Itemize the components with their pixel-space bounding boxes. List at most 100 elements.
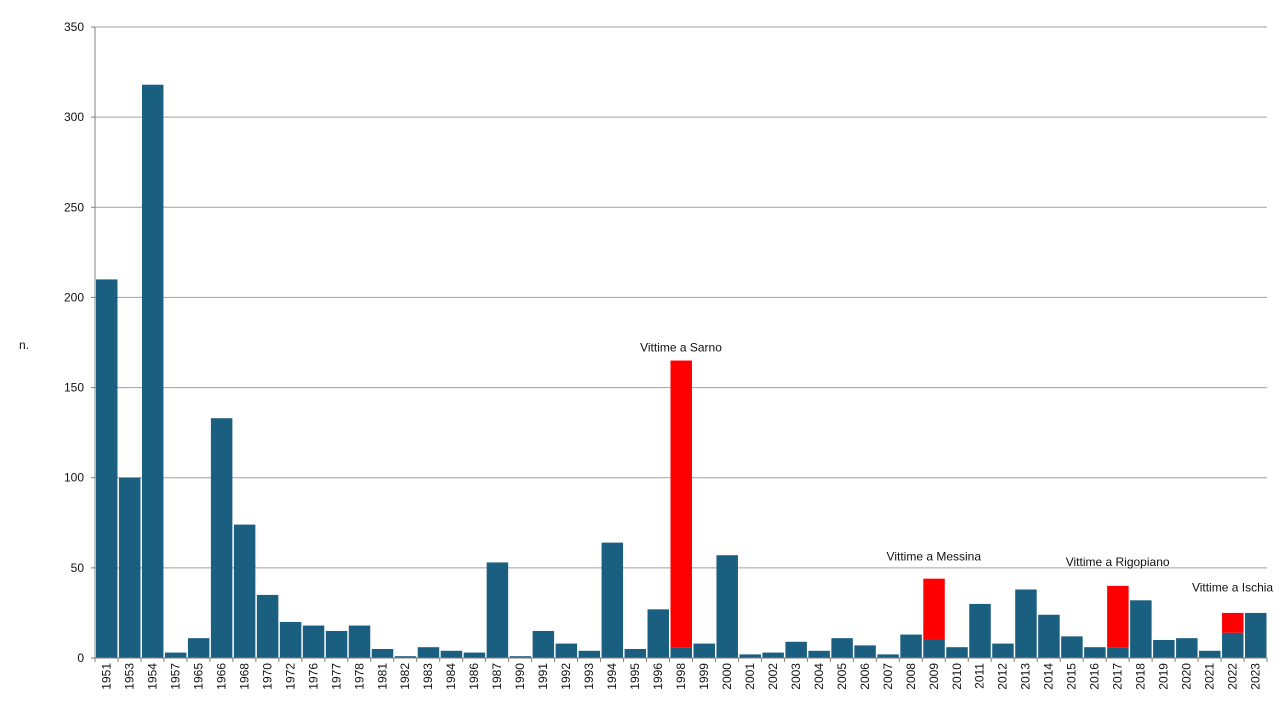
x-tick-label: 1970	[260, 663, 274, 690]
x-tick-label: 1976	[306, 663, 320, 690]
x-tick-label: 1993	[582, 663, 596, 690]
x-tick-label: 2010	[950, 663, 964, 690]
bar-1951	[96, 279, 118, 658]
x-tick-label: 1972	[283, 663, 297, 690]
x-tick-label: 2018	[1134, 663, 1148, 690]
bar-highlight-1998	[670, 360, 692, 648]
y-axis-title: n.	[19, 338, 29, 352]
x-tick-label: 2020	[1180, 663, 1194, 690]
bar-1957	[164, 652, 187, 658]
bar-2004	[808, 650, 830, 658]
y-tick-label: 0	[77, 651, 84, 665]
bar-1968	[233, 524, 256, 658]
bars	[96, 84, 1267, 659]
axes	[91, 26, 1268, 662]
bar-1954	[141, 84, 164, 659]
x-tick-label: 2013	[1019, 663, 1033, 690]
bar-1999	[693, 643, 715, 658]
bar-1970	[256, 594, 279, 658]
bar-2010	[946, 647, 968, 658]
y-tick-label: 250	[64, 200, 84, 214]
x-tick-label: 1978	[352, 663, 366, 690]
bar-highlight-2009	[923, 578, 945, 640]
x-tick-label: 2019	[1157, 663, 1171, 690]
x-tick-label: 2017	[1111, 663, 1125, 690]
bar-2002	[762, 652, 784, 658]
x-tick-label: 1991	[536, 663, 550, 690]
x-tick-label: 1965	[191, 663, 205, 690]
x-tick-label: 1986	[467, 663, 481, 690]
x-tick-label: 1996	[651, 663, 665, 690]
bar-2011	[969, 603, 991, 658]
bar-1977	[325, 630, 348, 658]
y-tick-label: 150	[64, 381, 84, 395]
x-tick-label: 1982	[398, 663, 412, 690]
bar-1965	[187, 638, 210, 658]
x-tick-label: 1968	[237, 663, 251, 690]
x-tick-label: 1957	[168, 663, 182, 690]
bar-2006	[854, 645, 876, 658]
x-tick-label: 2003	[789, 663, 803, 690]
bar-2001	[739, 654, 761, 658]
y-tick-label: 200	[64, 290, 84, 304]
x-tick-label: 1998	[674, 663, 688, 690]
x-tick-label: 2001	[743, 663, 757, 690]
x-tick-label: 1987	[490, 663, 504, 690]
bar-1996	[647, 609, 670, 658]
x-tick-label: 2000	[720, 663, 734, 690]
x-tick-label: 1966	[214, 663, 228, 690]
bar-2018	[1130, 600, 1152, 658]
x-tick-label: 2023	[1249, 663, 1263, 690]
x-tick-label: 1994	[605, 663, 619, 690]
bar-2019	[1153, 639, 1175, 658]
bar-2020	[1176, 638, 1198, 658]
y-tick-label: 50	[71, 561, 85, 575]
bar-2021	[1199, 650, 1221, 658]
labels: 0 50 100 150 200 250 300 350 1951 1953 1954 1957 196…	[64, 20, 1273, 690]
bar-2022	[1222, 632, 1244, 658]
annotation-label: Vittime a Messina	[887, 550, 982, 564]
x-tick-label: 1999	[697, 663, 711, 690]
x-tick-label: 1951	[99, 663, 113, 690]
bar-2012	[992, 643, 1014, 658]
x-tick-label: 2007	[881, 663, 895, 690]
annotation-label: Vittime a Sarno	[640, 341, 722, 355]
bar-2007	[877, 654, 899, 658]
x-tick-label: 1953	[122, 663, 136, 690]
x-tick-label: 1983	[421, 663, 435, 690]
x-tick-label: 2012	[996, 663, 1010, 690]
bar-highlight-2022	[1222, 612, 1244, 633]
x-tick-label: 2016	[1088, 663, 1102, 690]
bar-2003	[785, 641, 807, 658]
bar-1983	[417, 647, 440, 658]
bar-highlight-2017	[1107, 585, 1129, 648]
bar-1995	[624, 648, 647, 658]
bar-1994	[601, 542, 624, 658]
bar-1972	[279, 621, 302, 658]
bar-1978	[348, 625, 371, 658]
x-tick-label: 1981	[375, 663, 389, 690]
bar-1993	[578, 650, 601, 658]
bar-2016	[1084, 647, 1106, 658]
bar-1966	[210, 418, 233, 658]
x-tick-label: 1992	[559, 663, 573, 690]
x-tick-label: 2015	[1065, 663, 1079, 690]
bar-1982	[394, 656, 417, 658]
x-tick-label: 2002	[766, 663, 780, 690]
x-tick-label: 2021	[1203, 663, 1217, 690]
y-tick-label: 100	[64, 471, 84, 485]
x-tick-label: 1954	[145, 663, 159, 690]
bar-2008	[900, 634, 922, 658]
bar-2000	[716, 555, 738, 658]
bar-2009	[923, 639, 945, 658]
annotation-label: Vittime a Ischia	[1192, 580, 1273, 594]
bar-2015	[1061, 636, 1083, 658]
x-tick-label: 2004	[812, 663, 826, 690]
bar-2013	[1015, 589, 1037, 658]
bar-1992	[555, 643, 578, 658]
x-tick-label: 1977	[329, 663, 343, 690]
bar-1986	[463, 652, 486, 658]
bar-1953	[118, 477, 141, 658]
